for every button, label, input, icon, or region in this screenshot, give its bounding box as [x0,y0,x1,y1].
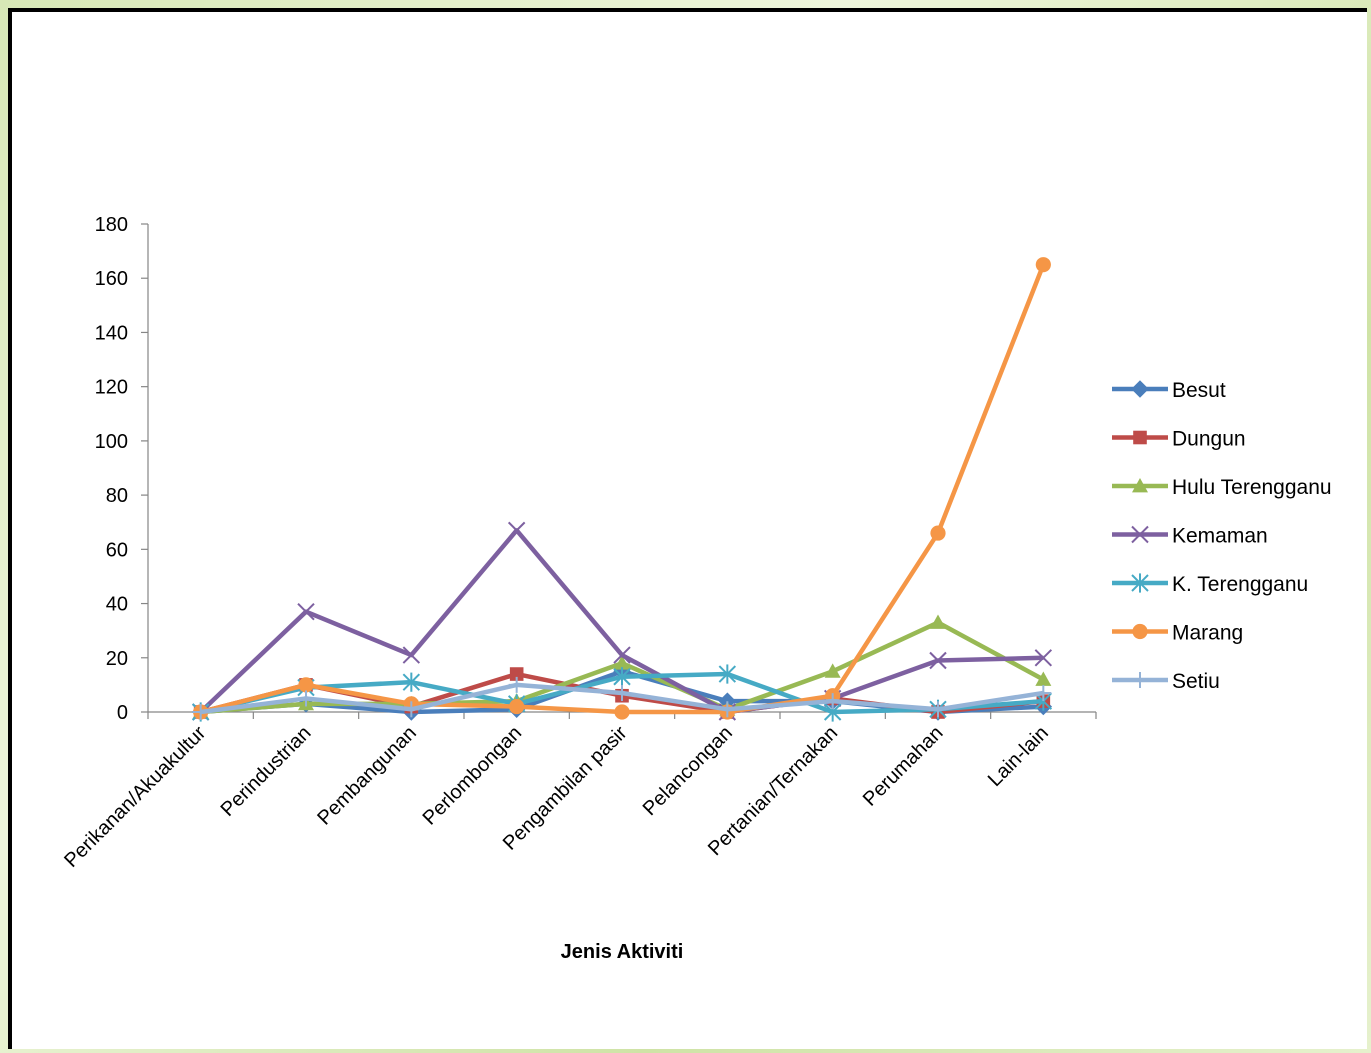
series-line [200,263,1046,715]
legend-label: Setiu [1172,670,1220,693]
x-tick-label: Pelancongan [639,722,737,820]
legend-label: Dungun [1172,428,1246,451]
y-tick-label: 160 [95,268,128,290]
data-point [1131,380,1149,398]
data-point [614,704,630,720]
series-layer [191,257,1053,722]
data-point [1035,685,1052,702]
data-point [402,672,421,692]
legend-item: Hulu Terengganu [1112,476,1332,499]
data-point [930,614,946,629]
x-tick-label: Perikanan/Akuakultur [60,722,210,872]
y-tick-label: 60 [106,539,128,561]
data-point [929,651,947,670]
data-point [1133,430,1147,445]
legend-item: Marang [1112,622,1243,645]
x-axis-title: Jenis Aktiviti [561,941,684,963]
x-tick-label: Perumahan [859,722,948,811]
data-point [509,698,525,715]
x-tick-label: Perlombongan [419,722,527,830]
legend-item: Setiu [1112,670,1220,693]
legend-label: Besut [1172,379,1226,402]
data-point [1035,671,1052,686]
legend-label: Kemaman [1172,525,1268,548]
legend-item: K. Terengganu [1112,573,1308,596]
data-point [719,701,736,718]
data-point [824,663,841,678]
legend-label: Marang [1172,622,1243,645]
y-tick-label: 180 [95,214,128,236]
data-point [718,664,737,684]
data-point [614,655,630,670]
data-point [1132,623,1148,640]
x-tick-label: Lain-lain [984,722,1053,791]
legend-item: Besut [1112,379,1226,402]
y-tick-label: 0 [117,702,128,724]
chart-frame: 0 20 40 60 80 100 120 140 160 180 Perikanan/Akuaku… [8,8,1367,1049]
line-chart: 0 20 40 60 80 100 120 140 160 180 Perikanan/Akuaku… [60,214,1332,963]
data-point [613,646,631,664]
data-point [824,693,841,710]
data-point [614,685,630,702]
series-setiu [192,676,1052,720]
legend-item: Kemaman [1112,525,1268,548]
axes: 0 20 40 60 80 100 120 140 160 180 Perikanan/Akuaku… [60,214,1097,872]
data-point [613,667,631,687]
y-tick-label: 100 [95,431,128,453]
data-point [1035,257,1051,273]
x-tick-label: Perindustrian [217,722,316,821]
data-point [509,667,524,681]
legend-label: Hulu Terengganu [1172,476,1332,499]
data-point [298,690,314,707]
data-point [1132,478,1148,493]
legend-label: K. Terengganu [1172,573,1308,596]
y-tick-label: 20 [106,648,128,670]
x-tick-label: Pembangunan [313,722,421,830]
y-tick-label: 140 [95,322,128,344]
data-point [507,521,526,540]
data-point [1034,649,1053,667]
legend-item: Dungun [1112,428,1246,451]
data-point [1132,672,1148,688]
data-point [402,646,421,664]
data-point [1131,573,1149,593]
y-tick-label: 120 [95,377,128,399]
data-point [192,704,209,720]
data-point [508,676,525,693]
data-point [930,525,946,541]
series-marang [193,257,1051,720]
data-point [298,677,314,693]
y-tick-label: 40 [106,594,128,616]
data-point [403,701,420,718]
data-point [930,701,946,718]
legend: Besut Dungun Hulu Terengganu Kemaman K. Tere… [1112,379,1332,693]
data-point [297,602,315,621]
data-point [1131,525,1149,544]
y-tick-label: 80 [106,485,128,507]
